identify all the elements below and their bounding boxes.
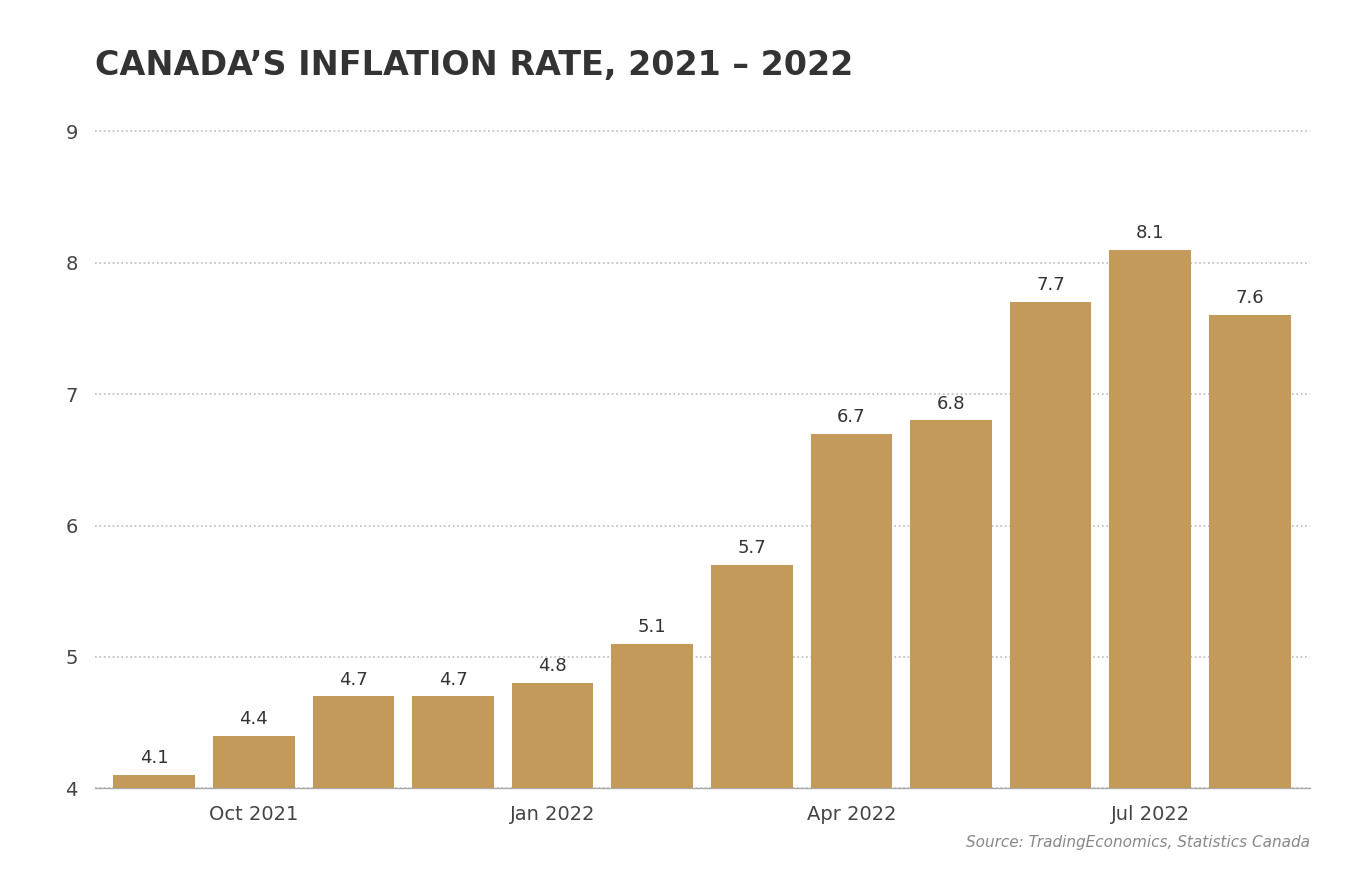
Text: Source: TradingEconomics, Statistics Canada: Source: TradingEconomics, Statistics Can… — [965, 835, 1310, 850]
Bar — [213, 736, 294, 788]
Bar — [711, 565, 792, 788]
Bar — [113, 775, 196, 788]
Text: 4.4: 4.4 — [239, 710, 269, 728]
Text: 6.8: 6.8 — [937, 394, 965, 413]
Bar — [313, 696, 394, 788]
Text: 7.6: 7.6 — [1235, 289, 1264, 307]
Text: CANADA’S INFLATION RATE, 2021 – 2022: CANADA’S INFLATION RATE, 2021 – 2022 — [95, 48, 853, 81]
Text: 4.7: 4.7 — [439, 670, 467, 689]
Text: 4.7: 4.7 — [339, 670, 367, 689]
Bar — [412, 696, 494, 788]
Bar — [910, 420, 992, 788]
Bar — [1208, 315, 1291, 788]
Bar — [810, 434, 892, 788]
Text: 8.1: 8.1 — [1135, 223, 1165, 242]
Bar — [512, 683, 594, 788]
Text: 5.1: 5.1 — [639, 618, 667, 636]
Text: 6.7: 6.7 — [837, 407, 865, 426]
Bar — [612, 644, 693, 788]
Text: 7.7: 7.7 — [1037, 276, 1065, 294]
Bar — [1110, 250, 1191, 788]
Text: 4.8: 4.8 — [539, 657, 567, 675]
Text: 4.1: 4.1 — [140, 749, 169, 767]
Bar — [1010, 302, 1091, 788]
Text: 5.7: 5.7 — [737, 539, 767, 557]
